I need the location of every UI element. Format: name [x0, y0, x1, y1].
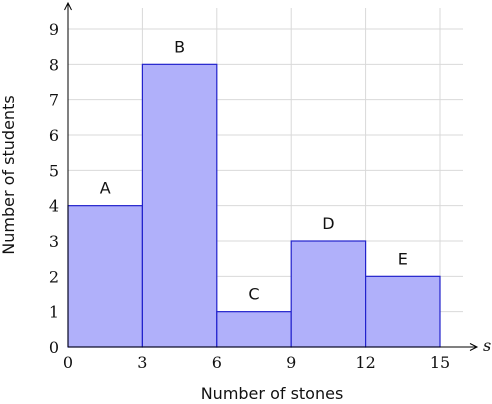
bar-label-D: D — [322, 214, 334, 233]
bar-label-C: C — [248, 285, 259, 304]
x-axis-variable: s — [483, 336, 491, 355]
x-axis-arrowhead — [469, 343, 479, 351]
y-axis-title: Number of students — [0, 95, 18, 254]
y-tick-labels: 0 1 2 3 4 5 6 7 8 9 — [49, 20, 59, 357]
y-tick-label-2: 2 — [49, 267, 59, 286]
x-axis-title: Number of stones — [201, 384, 344, 403]
bar-labels: A B C D E — [100, 37, 408, 303]
y-tick-label-9: 9 — [49, 20, 59, 39]
bars — [67, 63, 441, 348]
y-axis-arrowhead — [64, 1, 72, 11]
y-tick-label-4: 4 — [49, 197, 59, 216]
bar-C — [216, 311, 292, 348]
x-tick-labels: 0 3 6 9 12 15 — [63, 353, 450, 372]
y-tick-label-5: 5 — [49, 161, 59, 180]
x-tick-label-6: 6 — [212, 353, 222, 372]
y-tick-label-6: 6 — [49, 126, 59, 145]
y-tick-label-0: 0 — [49, 338, 59, 357]
x-tick-label-15: 15 — [430, 353, 450, 372]
bar-D — [290, 240, 367, 348]
x-tick-label-0: 0 — [63, 353, 73, 372]
y-tick-label-8: 8 — [49, 55, 59, 74]
bar-E — [365, 275, 441, 348]
y-tick-label-3: 3 — [49, 232, 59, 251]
x-tick-label-3: 3 — [137, 353, 147, 372]
y-tick-label-7: 7 — [49, 91, 59, 110]
bar-A — [67, 205, 144, 348]
bar-label-B: B — [174, 37, 185, 56]
axes — [64, 1, 479, 351]
bar-label-E: E — [398, 249, 408, 268]
x-tick-label-12: 12 — [355, 353, 375, 372]
bar-B — [141, 63, 218, 348]
bar-label-A: A — [100, 179, 111, 198]
y-tick-label-1: 1 — [49, 303, 59, 322]
x-tick-label-9: 9 — [286, 353, 296, 372]
